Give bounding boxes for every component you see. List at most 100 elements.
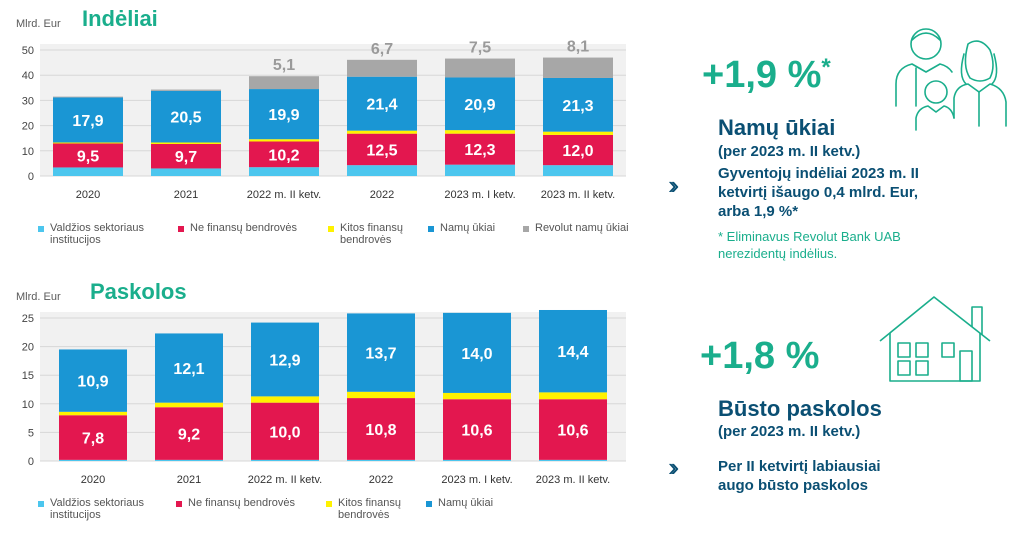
bar-segment [539,309,607,393]
bar-segment [347,313,415,392]
data-label: 21,4 [366,97,397,114]
loans-note-line: augo būsto paskolos [718,477,869,494]
legend-item: Ne finansų bendrovės [176,497,326,521]
bar-segment [445,77,515,131]
loans-change-percent: +1,8 % [700,335,820,377]
bar-segment [445,164,515,176]
bar-segment [251,402,319,460]
data-label: 7,5 [469,40,491,57]
bar-segment [249,89,319,140]
deposits-note-line: arba 1,9 %* [718,203,799,220]
x-tick-label: 2021 [174,189,198,201]
bar-segment [155,333,223,403]
bar-segment [59,349,127,412]
data-label: 13,7 [365,346,396,363]
bar-segment [347,165,417,176]
legend-label: Namų ūkiai [438,497,493,509]
legend-label: Kitos finansų bendrovės [340,222,403,246]
data-label: 20,9 [464,97,495,114]
plot-background [40,312,626,461]
bar-segment [59,459,127,461]
data-label: 10,9 [77,374,108,391]
y-tick-label: 40 [22,70,34,82]
loans-period: (per 2023 m. II ketv.) [718,423,861,440]
bar-segment [347,398,415,460]
loans-note-line: Per II ketvirtį labiausiai [718,458,881,475]
data-label: 5,1 [273,57,295,74]
x-tick-label: 2022 m. II ketv. [247,189,321,201]
deposits-change-percent: +1,9 %* [702,54,831,97]
bar-segment [445,133,515,165]
legend-item: Kitos finansų bendrovės [328,222,428,246]
y-tick-label: 20 [22,342,34,354]
legend-label-line: institucijos [50,234,101,246]
legend-swatch [38,501,44,507]
legend-label-line: Revolut namų ūkiai [535,222,629,234]
deposits-period: (per 2023 m. II ketv.) [718,143,861,160]
legend-swatch [428,226,434,232]
data-label: 20,5 [170,110,201,127]
deposits-note-line: ketvirtį išaugo 0,4 mlrd. Eur, [718,184,919,201]
deposits-change-value: +1,9 % [702,54,822,96]
y-tick-label: 0 [28,456,34,468]
data-label: 12,3 [464,142,495,159]
legend-item: Kitos finansų bendrovės [326,497,426,521]
bar-segment [53,142,123,144]
legend-label-line: Ne finansų bendrovės [190,222,298,234]
bar-segment [151,142,221,144]
bar-segment [347,59,417,77]
bar-segment [59,411,127,416]
data-label: 10,8 [365,422,396,439]
bar-segment [251,459,319,461]
legend-label-line: Namų ūkiai [438,497,494,509]
data-label: 6,7 [371,41,393,58]
legend-label: Revolut namų ūkiai [535,222,629,234]
y-tick-label: 30 [22,95,34,107]
data-label: 14,0 [461,346,492,363]
legend-swatch [176,501,182,507]
y-tick-label: 10 [22,399,34,411]
bar-segment [539,459,607,461]
data-label: 19,9 [268,107,299,124]
deposits-y-unit: Mlrd. Eur [16,18,61,30]
footnote-line: nerezidentų indėlius. [718,246,838,261]
bar-segment [59,415,127,460]
bar-segment [543,165,613,176]
data-label: 10,6 [461,423,492,440]
bar-segment [151,89,221,91]
deposits-change-star: * [821,54,831,81]
bar-segment [249,141,319,168]
y-tick-label: 15 [22,370,34,382]
bar-segment [151,90,221,143]
bar-segment [443,459,511,461]
bar-segment [443,392,511,400]
legend-label-line: Valdžios sektoriaus [50,222,144,234]
bar-segment [445,130,515,134]
y-tick-label: 50 [22,45,34,57]
double-chevron-icon: ›› [668,170,680,200]
loans-chart-title: Paskolos [90,279,187,304]
deposits-note-line: Gyventojų indėliai 2023 m. II [718,165,919,182]
deposits-legend: Valdžios sektoriaus institucijos Ne finans… [38,222,633,246]
legend-label-line: Ne finansų bendrovės [188,497,296,509]
x-tick-label: 2023 m. II ketv. [541,189,615,201]
legend-swatch [328,226,334,232]
legend-label: Valdžios sektoriaus institucijos [50,222,144,246]
data-label: 12,5 [366,142,397,159]
data-label: 14,4 [557,344,588,361]
legend-label: Ne finansų bendrovės [190,222,297,234]
double-chevron-icon: ›› [668,452,680,482]
data-label: 9,7 [175,149,197,166]
y-tick-label: 5 [28,427,34,439]
legend-label-line: Valdžios sektoriaus [50,497,144,509]
data-label: 17,9 [72,113,103,130]
legend-swatch [426,501,432,507]
bar-segment [249,167,319,176]
legend-label-line: Kitos finansų [338,497,401,509]
legend-label-line: bendrovės [340,234,392,246]
y-tick-label: 20 [22,121,34,133]
bar-segment [443,399,511,460]
x-tick-label: 2022 [370,189,394,201]
bar-segment [543,134,613,166]
legend-label-line: Namų ūkiai [440,222,496,234]
